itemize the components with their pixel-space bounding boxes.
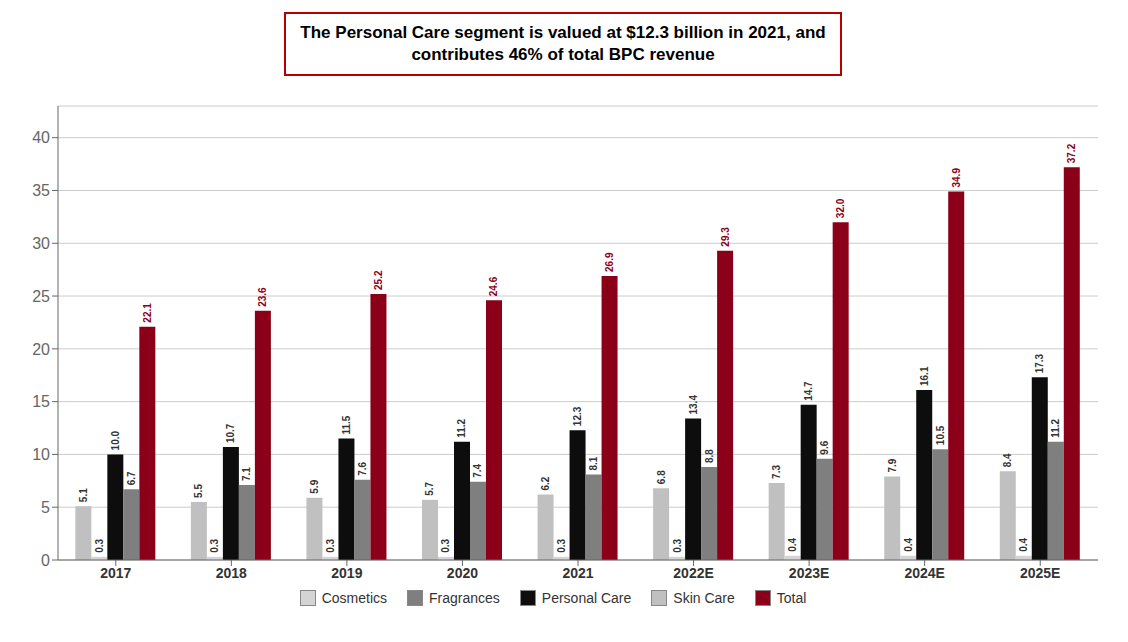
html-text:Skin Care: Skin Care	[673, 590, 735, 607]
html-text:Fragrances: Fragrances	[429, 590, 500, 607]
svg-text:9.6: 9.6	[819, 440, 830, 454]
svg-text:16.1: 16.1	[919, 366, 930, 386]
svg-text:6.2: 6.2	[540, 476, 551, 490]
svg-text:7.3: 7.3	[771, 465, 782, 479]
svg-text:6.7: 6.7	[126, 471, 137, 485]
html-text:Cosmetics: Cosmetics	[321, 590, 387, 607]
svg-text:0: 0	[41, 552, 50, 569]
svg-text:10.0: 10.0	[110, 431, 121, 451]
svg-text:15: 15	[32, 393, 50, 410]
svg-text:2020: 2020	[447, 565, 478, 581]
svg-text:2018: 2018	[216, 565, 247, 581]
svg-text:0.4: 0.4	[1018, 538, 1029, 552]
svg-text:25: 25	[32, 288, 50, 305]
svg-text:7.6: 7.6	[357, 462, 368, 476]
svg-text:11.2: 11.2	[1050, 419, 1061, 438]
svg-text:8.1: 8.1	[588, 456, 599, 470]
svg-text:30: 30	[32, 235, 50, 252]
html-text:contributes 46% of total BPC r: contributes 46% of total BPC revenue	[411, 45, 715, 65]
svg-text:26.9: 26.9	[604, 252, 615, 272]
svg-text:7.4: 7.4	[473, 464, 484, 478]
svg-text:11.2: 11.2	[457, 419, 468, 438]
svg-text:2019: 2019	[331, 565, 362, 581]
svg-text:5.7: 5.7	[425, 482, 436, 496]
svg-text:17.3: 17.3	[1034, 354, 1045, 374]
svg-text:0.3: 0.3	[441, 539, 452, 553]
svg-text:2024E: 2024E	[904, 565, 944, 581]
svg-text:14.7: 14.7	[803, 381, 814, 401]
svg-text:13.4: 13.4	[688, 395, 699, 415]
svg-text:2022E: 2022E	[673, 565, 713, 581]
svg-text:5: 5	[41, 499, 50, 516]
svg-text:5.5: 5.5	[193, 484, 204, 498]
svg-text:11.5: 11.5	[341, 415, 352, 434]
svg-text:0.4: 0.4	[903, 538, 914, 552]
svg-text:37.2: 37.2	[1066, 144, 1077, 164]
svg-text:34.9: 34.9	[951, 168, 962, 188]
svg-text:12.3: 12.3	[572, 406, 583, 426]
svg-text:5.9: 5.9	[309, 480, 320, 494]
svg-text:8.8: 8.8	[704, 449, 715, 463]
svg-text:23.6: 23.6	[257, 287, 268, 307]
svg-text:0.3: 0.3	[325, 539, 336, 553]
svg-text:2023E: 2023E	[789, 565, 829, 581]
svg-text:40: 40	[32, 130, 50, 147]
svg-text:2017: 2017	[100, 565, 131, 581]
svg-text:0.4: 0.4	[787, 538, 798, 552]
svg-text:24.6: 24.6	[489, 277, 500, 297]
svg-text:7.1: 7.1	[241, 467, 252, 481]
svg-text:2021: 2021	[562, 565, 593, 581]
svg-text:25.2: 25.2	[373, 270, 384, 290]
svg-text:32.0: 32.0	[835, 198, 846, 218]
svg-text:22.1: 22.1	[142, 303, 153, 323]
html-text:Personal Care: Personal Care	[541, 590, 632, 607]
svg-text:2025E: 2025E	[1020, 565, 1060, 581]
svg-text:5.1: 5.1	[78, 488, 89, 502]
svg-text:0.3: 0.3	[556, 539, 567, 553]
svg-text:0.3: 0.3	[94, 539, 105, 553]
svg-text:29.3: 29.3	[720, 227, 731, 247]
html-text:The Personal Care segment is v: The Personal Care segment is valued at $…	[300, 23, 826, 42]
svg-text:35: 35	[32, 182, 50, 199]
svg-text:6.8: 6.8	[656, 470, 667, 484]
svg-text:10.5: 10.5	[935, 425, 946, 445]
svg-text:7.9: 7.9	[887, 458, 898, 472]
html-text:Total: Total	[776, 590, 807, 607]
svg-text:10.7: 10.7	[225, 423, 236, 443]
svg-text:10: 10	[32, 446, 50, 463]
svg-text:0.3: 0.3	[672, 539, 683, 553]
svg-text:0.3: 0.3	[209, 539, 220, 553]
svg-text:20: 20	[32, 341, 50, 358]
svg-text:8.4: 8.4	[1002, 453, 1013, 467]
